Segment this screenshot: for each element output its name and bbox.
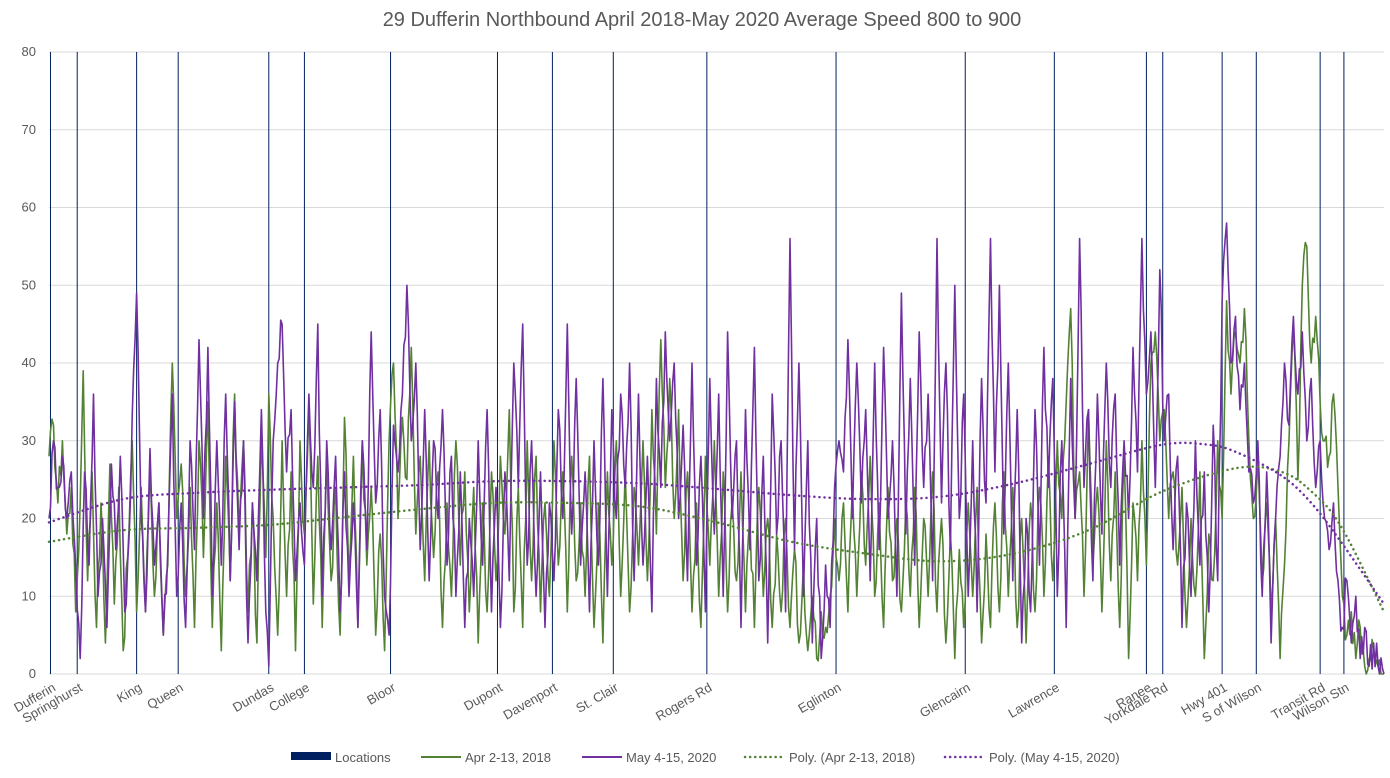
x-tick-label: Eglinton — [795, 680, 843, 716]
x-tick-label: Dupont — [461, 679, 505, 713]
legend-label: Apr 2-13, 2018 — [465, 750, 551, 765]
legend-label: Locations — [335, 750, 391, 765]
y-tick-label: 60 — [22, 200, 36, 215]
y-tick-label: 20 — [22, 511, 36, 526]
legend-swatch-locations — [291, 752, 331, 760]
y-tick-label: 50 — [22, 277, 36, 292]
x-tick-label: Davenport — [500, 679, 560, 722]
y-tick-label: 30 — [22, 433, 36, 448]
series-line-2 — [47, 465, 1386, 614]
y-tick-label: 40 — [22, 355, 36, 370]
legend-label: Poly. (May 4-15, 2020) — [989, 750, 1120, 765]
x-tick-label: Queen — [144, 680, 185, 713]
x-tick-label: College — [266, 680, 312, 715]
legend-label: Poly. (Apr 2-13, 2018) — [789, 750, 915, 765]
x-tick-label: Lawrence — [1006, 680, 1062, 721]
legend-label: May 4-15, 2020 — [626, 750, 716, 765]
legend: Locations Apr 2-13, 2018 May 4-15, 2020 Pol… — [291, 750, 1120, 765]
x-tick-label: King — [114, 680, 144, 706]
x-tick-label: Dundas — [230, 679, 277, 715]
y-tick-label: 70 — [22, 122, 36, 137]
series-line-3 — [47, 441, 1386, 606]
x-tick-label: Glencairn — [917, 680, 973, 721]
y-tick-label: 10 — [22, 588, 36, 603]
y-tick-label: 80 — [22, 44, 36, 59]
y-axis-ticks: 0 10 20 30 40 50 60 70 80 — [22, 44, 36, 681]
y-tick-label: 0 — [29, 666, 36, 681]
series-layer — [47, 222, 1386, 675]
series-line-1 — [48, 222, 1385, 675]
x-tick-label: Rogers Rd — [653, 680, 714, 724]
x-tick-label: St. Clair — [573, 679, 621, 715]
x-tick-label: Bloor — [364, 679, 398, 707]
chart-title: 29 Dufferin Northbound April 2018-May 20… — [383, 9, 1022, 31]
